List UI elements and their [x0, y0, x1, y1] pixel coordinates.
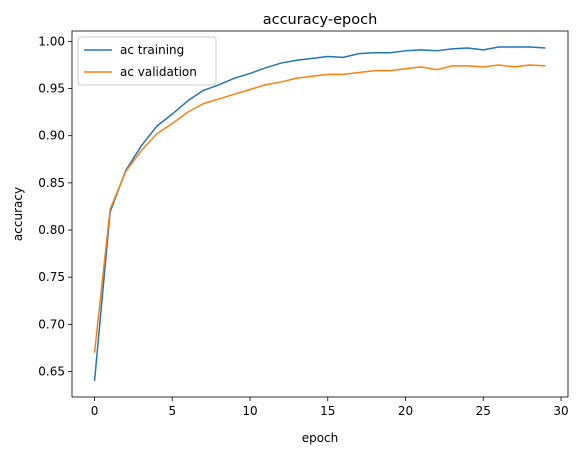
x-tick-label: 5: [168, 404, 176, 418]
x-tick-label: 20: [398, 404, 413, 418]
x-tick-label: 25: [476, 404, 491, 418]
legend-label-validation: ac validation: [120, 65, 197, 79]
x-tick-label: 15: [320, 404, 335, 418]
x-axis-ticks: 0 5 10 15 20 25 30: [91, 397, 569, 418]
y-tick-label: 0.65: [38, 365, 65, 379]
series-line-validation: [93, 64, 546, 353]
y-axis-ticks: 0.65 0.70 0.75 0.80 0.85 0.90 0.95 1.00: [38, 34, 72, 379]
x-tick-label: 10: [242, 404, 257, 418]
y-tick-label: 0.70: [38, 317, 65, 331]
y-tick-label: 0.85: [38, 176, 65, 190]
chart-title: accuracy-epoch: [263, 12, 378, 28]
y-tick-label: 0.95: [38, 82, 65, 96]
y-axis-label: accuracy: [11, 187, 25, 241]
series-line-training: [93, 46, 546, 382]
y-tick-label: 1.00: [38, 34, 65, 48]
plot-area: [71, 30, 569, 398]
x-tick-label: 0: [91, 404, 99, 418]
x-axis-label: epoch: [302, 431, 339, 445]
series-layer: [93, 46, 546, 382]
y-tick-label: 0.75: [38, 270, 65, 284]
x-tick-label: 30: [553, 404, 568, 418]
legend: ac training ac validation: [77, 36, 217, 86]
y-tick-label: 0.90: [38, 129, 65, 143]
y-tick-label: 0.80: [38, 223, 65, 237]
legend-label-training: ac training: [120, 43, 184, 57]
legend-box: [77, 36, 217, 86]
